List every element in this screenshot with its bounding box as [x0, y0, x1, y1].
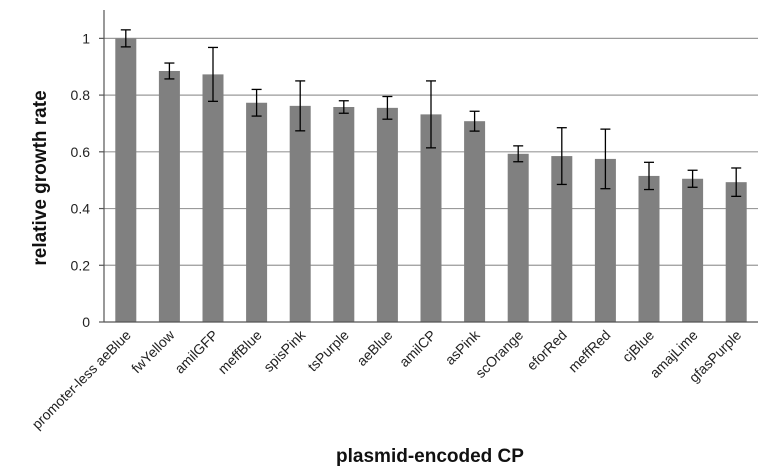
- bar: [725, 182, 747, 322]
- bar: [420, 114, 442, 323]
- error-bar: [600, 128, 611, 190]
- x-category-label: scOrange: [472, 327, 526, 381]
- error-bar: [382, 95, 393, 120]
- error-bar: [687, 169, 698, 188]
- error-bar: [208, 46, 218, 102]
- y-tick-label: 0.2: [71, 257, 91, 273]
- error-bar: [120, 29, 131, 48]
- x-category-label: fwYellow: [128, 326, 178, 376]
- error-bar: [731, 167, 742, 197]
- bar: [115, 38, 137, 322]
- bar: [638, 175, 660, 322]
- x-category-label: eforRed: [523, 327, 570, 374]
- x-category-labels: promoter-less aeBluefwYellowamilGFPmeffB…: [29, 326, 745, 432]
- bar: [594, 158, 616, 322]
- bar: [551, 156, 573, 322]
- error-bars: [120, 29, 742, 197]
- error-bar: [164, 62, 175, 80]
- bar: [158, 70, 180, 323]
- bars: [115, 38, 747, 323]
- bar: [246, 102, 268, 323]
- bar: [333, 107, 355, 323]
- bar: [376, 107, 398, 322]
- x-axis-title: plasmid-encoded CP: [336, 446, 524, 467]
- axes: [99, 10, 758, 323]
- x-category-label: asPink: [442, 326, 484, 368]
- x-category-label: spisPink: [260, 326, 309, 375]
- error-bar: [644, 161, 654, 191]
- x-category-label: meffBlue: [215, 327, 265, 377]
- bar: [682, 178, 704, 322]
- y-axis-title: relative growth rate: [30, 90, 51, 265]
- y-tick-label: 0.6: [71, 144, 91, 160]
- error-bar: [513, 145, 524, 163]
- x-category-label: aeBlue: [353, 327, 395, 369]
- y-tick-label: 0.8: [71, 87, 91, 103]
- y-tick-label: 0: [82, 314, 90, 330]
- error-bar: [556, 127, 567, 186]
- x-category-label: meffRed: [565, 327, 614, 376]
- y-tick-labels: 0 0.2 0.4 0.6 0.8 1: [71, 30, 91, 330]
- error-bar: [469, 110, 480, 132]
- error-bar: [295, 80, 306, 132]
- x-category-label: amilGFP: [171, 327, 221, 377]
- bar: [202, 74, 224, 322]
- error-bar: [338, 100, 349, 114]
- x-category-label: tsPurple: [304, 327, 352, 375]
- x-category-label: promoter-less aeBlue: [29, 327, 135, 433]
- error-bar: [426, 80, 436, 149]
- y-tick-label: 0.4: [71, 201, 91, 217]
- y-tick-label: 1: [82, 30, 90, 46]
- error-bar: [251, 88, 262, 117]
- bar: [507, 153, 529, 322]
- bar: [289, 105, 311, 323]
- x-category-label: cjBlue: [619, 327, 657, 365]
- x-category-label: amilCP: [396, 327, 439, 370]
- bar: [464, 121, 486, 322]
